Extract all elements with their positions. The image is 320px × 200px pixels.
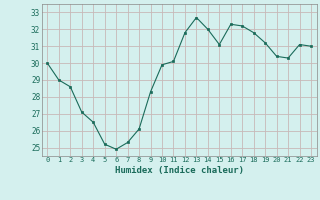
X-axis label: Humidex (Indice chaleur): Humidex (Indice chaleur)	[115, 166, 244, 175]
